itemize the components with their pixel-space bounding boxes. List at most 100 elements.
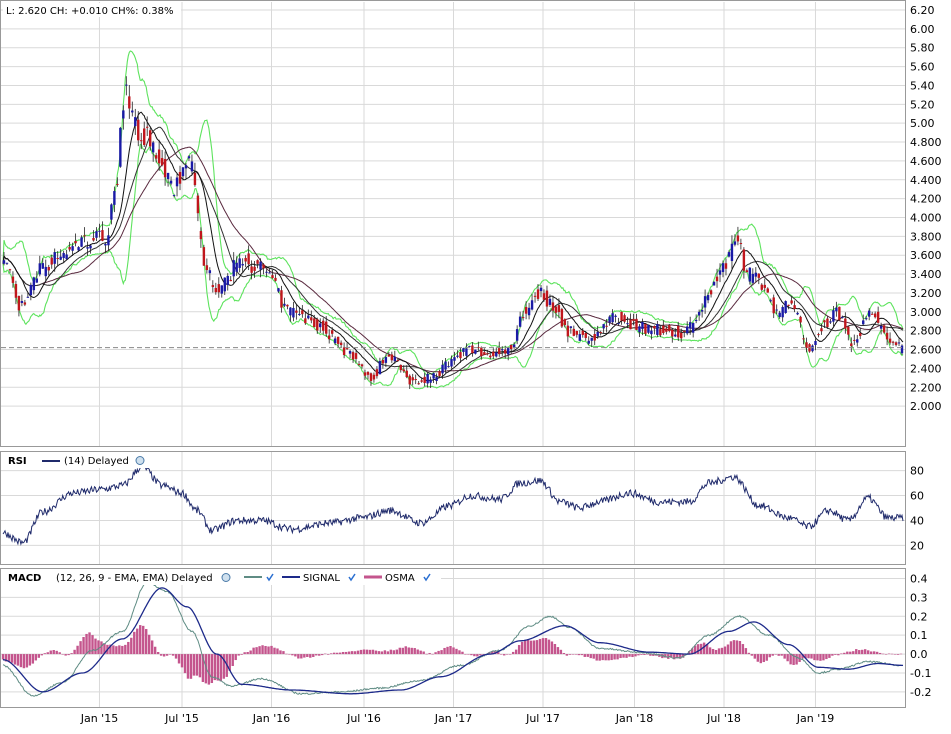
osma-bar	[729, 641, 733, 655]
price-tick-label: 5.00	[910, 117, 935, 130]
osma-bar	[550, 641, 554, 655]
osma-bar	[332, 652, 336, 655]
osma-bar	[82, 637, 85, 655]
osma-bar	[437, 650, 440, 655]
candle-body	[128, 96, 131, 109]
candle-body	[778, 312, 781, 317]
osma-bar	[303, 654, 306, 658]
osma-bar	[476, 654, 479, 657]
candle-body	[450, 358, 453, 367]
candle-body	[578, 334, 581, 341]
osma-bar	[31, 654, 35, 664]
candle-body	[2, 260, 6, 264]
price-tick-label: 6.20	[910, 4, 935, 17]
candle-body	[163, 158, 167, 178]
candle-body	[333, 338, 337, 344]
candle-body	[387, 354, 391, 357]
candle-body	[620, 311, 623, 321]
candle-body	[253, 266, 256, 271]
osma-bar	[795, 654, 798, 665]
candle-body	[867, 310, 871, 317]
price-tick-label: 3.000	[910, 306, 942, 319]
osma-bar	[112, 645, 115, 655]
osma-bar	[872, 651, 876, 655]
osma-bar	[682, 654, 685, 658]
candle-body	[145, 126, 149, 128]
candle-body	[56, 258, 59, 260]
osma-bar	[34, 654, 38, 661]
candle-body	[98, 230, 101, 232]
macd-tick-label: 0.0	[910, 648, 928, 661]
rsi-tick-label: 80	[910, 465, 924, 478]
candle-body	[62, 253, 65, 259]
signal-check-icon[interactable]	[348, 573, 356, 582]
candle-body	[131, 110, 134, 113]
price-tick-label: 3.600	[910, 249, 942, 262]
osma-bar	[783, 654, 786, 659]
macd-settings-icon[interactable]	[221, 573, 231, 582]
osma-bar	[866, 650, 870, 655]
osma-bar	[165, 654, 169, 656]
osma-bar	[115, 646, 118, 655]
macd-title: MACD	[8, 573, 41, 584]
candle-body	[581, 330, 584, 335]
price-plot	[1, 50, 905, 390]
candle-body	[551, 302, 555, 311]
x-tick-label: Jan '18	[615, 712, 653, 725]
osma-bar	[514, 649, 518, 655]
candle-body	[438, 371, 441, 376]
osma-bar	[470, 654, 473, 656]
candle-body	[688, 322, 692, 329]
osma-bar	[255, 647, 258, 655]
candle-body	[504, 349, 507, 354]
osma-bar	[705, 644, 709, 655]
candle-body	[530, 300, 534, 310]
candle-body	[211, 285, 215, 288]
rsi-settings-icon[interactable]	[135, 456, 145, 465]
candle-body	[512, 344, 516, 348]
candle-body	[286, 304, 289, 307]
candle-body	[360, 364, 364, 367]
macd-tick-label: 0.2	[910, 610, 928, 623]
osma-bar	[828, 654, 831, 658]
rsi-params: (14) Delayed	[64, 456, 129, 467]
candle-body	[396, 360, 400, 362]
candle-body	[766, 288, 769, 293]
candle-body	[793, 305, 796, 310]
macd-tick-label: -0.2	[910, 686, 931, 699]
candle-body	[888, 338, 892, 343]
rsi-line	[2, 463, 904, 546]
candle-body	[125, 84, 128, 86]
osma-bar	[858, 650, 861, 655]
osma-bar	[565, 654, 569, 656]
macd-line-check-icon[interactable]	[266, 573, 274, 582]
candle-body	[832, 310, 835, 322]
candle-body	[617, 323, 620, 325]
candle-body	[402, 369, 405, 372]
candle-body	[748, 267, 752, 282]
osma-bar	[458, 650, 461, 655]
candle-body	[310, 317, 313, 321]
osma-bar	[571, 654, 575, 655]
candle-body	[456, 355, 459, 357]
osma-bar	[249, 650, 252, 655]
osma-check-icon[interactable]	[423, 573, 431, 582]
candle-body	[187, 156, 191, 159]
candle-body	[134, 117, 137, 127]
price-tick-label: 5.20	[910, 98, 935, 111]
candle-body	[611, 313, 614, 323]
osma-bar	[398, 647, 401, 655]
macd-tick-label: 0.3	[910, 591, 928, 604]
osma-bar	[70, 653, 73, 655]
candle-body	[122, 110, 125, 119]
osma-bar	[246, 652, 249, 655]
candle-body	[811, 345, 814, 352]
candle-body	[691, 322, 695, 333]
osma-bar	[792, 654, 795, 665]
osma-bar	[321, 654, 324, 656]
candle-body	[879, 325, 883, 329]
osma-bar	[804, 654, 807, 659]
candle-body	[635, 318, 638, 330]
osma-bar	[192, 654, 196, 676]
